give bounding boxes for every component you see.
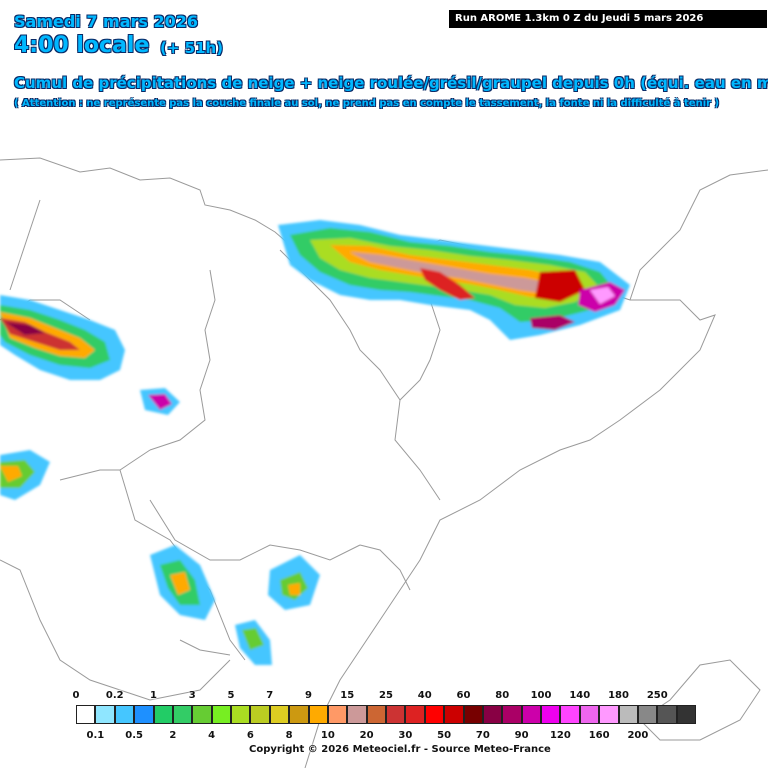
snow-accumulation-areas bbox=[0, 220, 630, 665]
legend-top-label: 3 bbox=[188, 690, 196, 701]
legend-swatch bbox=[211, 705, 231, 724]
legend-swatch bbox=[579, 705, 600, 724]
legend-bottom-label: 160 bbox=[588, 730, 610, 741]
legend-top-label: 250 bbox=[646, 690, 668, 701]
forecast-offset: (+ 51h) bbox=[160, 39, 224, 57]
legend-bottom-label: 50 bbox=[437, 730, 452, 741]
legend-top-label: 1 bbox=[150, 690, 157, 701]
legend-top-label: 9 bbox=[305, 690, 312, 701]
legend-swatch bbox=[231, 705, 251, 724]
legend-top-label: 140 bbox=[569, 690, 591, 701]
legend-swatch bbox=[134, 705, 154, 724]
legend-bottom-label: 8 bbox=[285, 730, 293, 741]
legend-bottom-label: 2 bbox=[169, 730, 177, 741]
legend-swatch bbox=[327, 705, 348, 724]
legend-swatch bbox=[250, 705, 270, 724]
legend-swatch bbox=[386, 705, 406, 724]
map-description: Cumul de précipitations de neige + neige… bbox=[14, 74, 768, 92]
legend-swatch bbox=[541, 705, 561, 724]
legend-swatch bbox=[618, 705, 638, 724]
legend-top-label: 40 bbox=[417, 690, 432, 701]
legend-swatch bbox=[347, 705, 367, 724]
legend-top-label: 15 bbox=[340, 690, 355, 701]
legend-bottom-label: 6 bbox=[246, 730, 254, 741]
map-note: ( Attention : ne représente pas la couch… bbox=[14, 98, 720, 109]
legend-swatch bbox=[153, 705, 173, 724]
forecast-date: Samedi 7 mars 2026 bbox=[14, 12, 199, 31]
legend-bottom-label: 30 bbox=[398, 730, 413, 741]
legend-top-label: 80 bbox=[495, 690, 510, 701]
legend-bottom-label: 20 bbox=[359, 730, 374, 741]
legend-swatches bbox=[76, 705, 696, 724]
legend-swatch bbox=[172, 705, 193, 724]
legend-swatch bbox=[424, 705, 445, 724]
legend-swatch bbox=[114, 705, 135, 724]
legend-top-label: 100 bbox=[530, 690, 552, 701]
legend-swatch bbox=[560, 705, 580, 724]
legend-top-label: 5 bbox=[227, 690, 235, 701]
legend-top-label: 0.2 bbox=[105, 690, 124, 701]
legend-top-label: 25 bbox=[379, 690, 393, 701]
legend-swatch bbox=[657, 705, 677, 724]
legend-bottom-label: 90 bbox=[514, 730, 529, 741]
run-info-banner: Run AROME 1.3km 0 Z du Jeudi 5 mars 2026 bbox=[449, 10, 767, 28]
legend-swatch bbox=[95, 705, 115, 724]
legend-bottom-label: 70 bbox=[475, 730, 490, 741]
legend-bottom-label: 10 bbox=[320, 730, 335, 741]
legend-swatch bbox=[366, 705, 386, 724]
legend-swatch bbox=[463, 705, 483, 724]
legend-swatch bbox=[76, 705, 96, 724]
legend-top-label: 0 bbox=[72, 690, 80, 701]
legend-swatch bbox=[405, 705, 425, 724]
copyright-text: Copyright © 2026 Meteociel.fr - Source M… bbox=[249, 744, 551, 755]
country-borders bbox=[0, 157, 768, 768]
legend-swatch bbox=[676, 705, 696, 724]
legend-bottom-label: 120 bbox=[549, 730, 571, 741]
legend-swatch bbox=[482, 705, 503, 724]
legend-swatch bbox=[599, 705, 619, 724]
legend-swatch bbox=[192, 705, 212, 724]
color-legend: 0 0.2 1 3 5 7 9 15 25 40 60 80 100 140 180 250 0.1 0.5 2 4… bbox=[0, 688, 768, 768]
legend-top-label: 60 bbox=[456, 690, 471, 701]
legend-swatch bbox=[502, 705, 522, 724]
legend-swatch bbox=[521, 705, 541, 724]
legend-bottom-label: 0.5 bbox=[125, 730, 143, 741]
legend-swatch bbox=[637, 705, 658, 724]
legend-bottom-label: 200 bbox=[627, 730, 649, 741]
legend-swatch bbox=[308, 705, 328, 724]
legend-swatch bbox=[289, 705, 309, 724]
legend-bottom-label: 0.1 bbox=[86, 730, 105, 741]
forecast-time: 4:00 locale bbox=[14, 33, 150, 58]
legend-swatch bbox=[444, 705, 464, 724]
legend-swatch bbox=[269, 705, 290, 724]
legend-bottom-label: 4 bbox=[208, 730, 216, 741]
legend-top-label: 180 bbox=[608, 690, 629, 701]
legend-top-label: 7 bbox=[266, 690, 274, 701]
